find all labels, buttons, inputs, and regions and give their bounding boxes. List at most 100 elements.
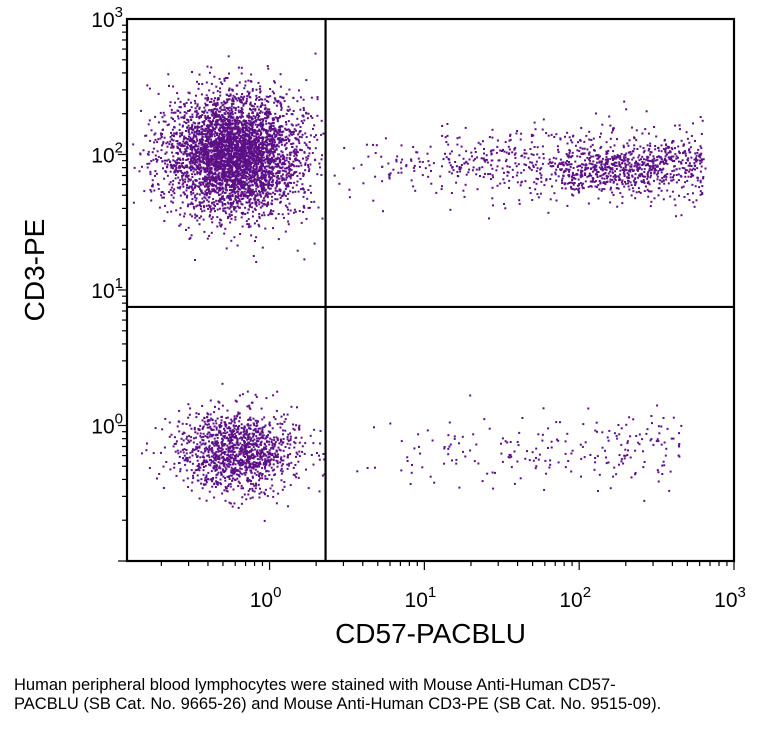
event-point [261,136,264,139]
event-point [262,175,265,178]
event-point [236,131,239,133]
event-point [199,166,202,169]
event-point [265,140,268,143]
event-point [253,130,256,133]
event-point [179,135,181,138]
event-point [226,112,229,114]
event-point [663,159,666,161]
event-point [298,210,301,212]
event-point [624,156,627,159]
event-point [257,129,260,132]
event-point [213,99,216,102]
event-point [220,126,223,129]
event-point [243,157,246,160]
event-point [179,150,182,153]
event-point [251,143,254,146]
event-point [161,144,164,147]
event-point [490,149,493,152]
event-point [235,117,238,120]
event-point [174,169,177,172]
event-point [428,164,431,167]
event-point [237,123,240,126]
event-point [244,84,247,87]
event-point [236,171,239,174]
event-point [244,195,247,198]
event-point [540,176,543,179]
event-point [214,150,217,153]
event-point [248,191,250,194]
event-point [252,140,255,143]
event-point [202,159,205,162]
event-point [224,119,226,122]
event-point [258,217,261,220]
event-point [222,207,225,210]
event-point [414,189,417,192]
event-point [507,145,510,148]
event-point [626,142,629,145]
event-point [690,135,693,137]
event-point [227,95,230,97]
event-point [211,189,214,192]
event-point [223,159,226,162]
event-point [312,127,314,130]
event-point [260,137,263,139]
event-point [272,161,275,164]
event-point [260,201,263,204]
event-point [227,145,230,147]
event-point [221,137,224,140]
event-point [200,115,202,118]
event-point [277,182,280,185]
event-point [223,79,226,82]
event-point [203,178,206,181]
event-point [171,151,174,154]
event-point [287,128,290,131]
event-point [639,191,642,194]
event-point [239,169,242,172]
event-point [593,180,596,183]
event-point [279,159,281,162]
event-point [271,138,273,141]
event-point [228,89,230,92]
event-point [237,117,239,119]
event-point [253,148,256,150]
event-point [266,136,269,138]
event-point [264,161,267,164]
event-point [195,114,198,117]
event-point [264,111,267,114]
event-point [213,133,216,136]
event-point [235,201,238,204]
event-point [237,66,240,69]
event-point [213,75,216,78]
event-point [292,130,295,133]
event-point [261,159,264,162]
event-point [293,208,296,211]
event-point [631,168,633,171]
event-point [499,182,502,185]
event-point [230,162,233,165]
event-point [389,172,392,175]
event-point [224,153,227,156]
event-point [251,170,254,173]
event-point [258,96,261,98]
event-point [198,223,201,226]
event-point [291,146,294,148]
event-point [241,166,244,168]
event-point [232,138,235,141]
event-point [198,106,201,109]
event-point [235,210,238,213]
event-point [275,157,277,160]
event-point [244,194,247,196]
event-point [237,180,239,183]
event-point [239,130,241,133]
event-point [214,184,217,187]
event-point [286,153,289,156]
event-point [298,160,301,163]
event-point [271,185,274,187]
event-point [577,141,579,144]
event-point [274,116,277,119]
event-point [258,146,261,149]
event-point [149,170,152,173]
event-point [626,172,629,175]
event-point [216,145,219,148]
event-point [248,138,251,141]
